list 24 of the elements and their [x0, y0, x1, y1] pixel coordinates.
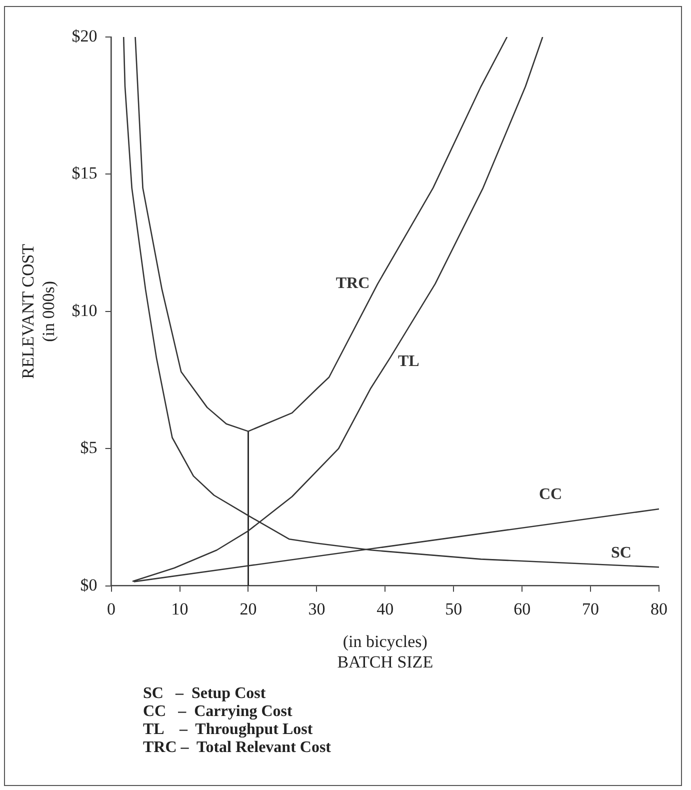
y-axis-title: RELEVANT COST (in 000s) [18, 243, 58, 379]
x-tick-label: 10 [171, 599, 188, 618]
series-label: TL [398, 353, 420, 370]
y-tick-label: $20 [72, 26, 98, 46]
x-tick-label: 60 [514, 599, 531, 618]
y-tick-label: $5 [80, 438, 98, 458]
x-tick-label: 50 [445, 599, 462, 618]
x-tick-label: 0 [107, 599, 116, 618]
x-tick-label: 70 [582, 599, 600, 618]
x-tick-label: 80 [650, 599, 668, 618]
y-tick-label: $15 [72, 164, 98, 183]
series-label: SC [611, 544, 632, 562]
text: TL – Throughput Lost [143, 721, 314, 739]
series-label: TRC [336, 275, 370, 292]
x-axis-title: (in bicycles) BATCH SIZE [337, 632, 434, 672]
text: CC – Carrying Cost [143, 703, 294, 721]
x-tick-label: 20 [240, 599, 257, 618]
x-tick-label: 30 [308, 599, 326, 618]
series-label: CC [539, 486, 562, 504]
text: SC – Setup Cost [143, 685, 267, 703]
x-tick-label: 40 [376, 599, 394, 618]
y-tick-label: $0 [80, 575, 98, 594]
text: TRC – Total Relevant Cost [143, 739, 332, 757]
y-tick-label: $10 [72, 300, 98, 320]
